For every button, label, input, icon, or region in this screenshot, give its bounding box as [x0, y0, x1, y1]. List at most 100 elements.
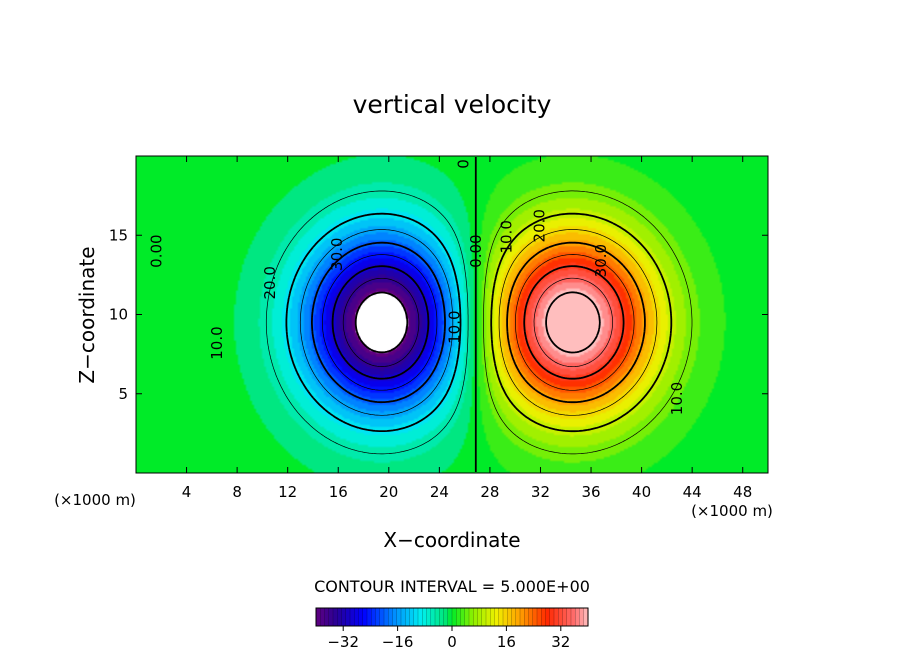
colorbar-swatch — [486, 608, 491, 626]
colorbar-swatch — [345, 608, 351, 626]
contour-line — [354, 291, 409, 354]
colorbar-tick-label: 0 — [447, 633, 457, 651]
colorbar-swatch — [341, 608, 347, 626]
colorbar-swatch — [460, 608, 466, 626]
colorbar-swatch — [337, 608, 343, 626]
colorbar-swatch — [562, 608, 568, 626]
colorbar-swatch — [371, 608, 377, 626]
colorbar-swatch — [554, 608, 559, 626]
colorbar-swatch — [575, 608, 581, 626]
x-tick-label: 4 — [182, 483, 192, 501]
contour-line — [515, 254, 635, 391]
colorbar-swatch — [524, 608, 530, 626]
contour-line — [265, 190, 469, 455]
colorbar-swatch — [549, 608, 555, 626]
colorbar-swatch — [507, 608, 513, 626]
contour-label: 20.0 — [530, 209, 548, 242]
contour-line — [483, 190, 693, 455]
x-axis-ticks: 4 8 12 16 20 24 28 32 36 40 44 48 — [182, 156, 752, 501]
colorbar-swatch — [494, 608, 500, 626]
colorbar-swatch — [439, 608, 445, 626]
colorbar-swatch — [384, 608, 389, 626]
contour-line — [311, 241, 446, 404]
colorbar-swatch — [520, 608, 525, 626]
contour-interval-text: CONTOUR INTERVAL = 5.000E+00 — [314, 577, 590, 596]
colorbar-tick-label: 16 — [497, 633, 516, 651]
colorbar-tick-label: 32 — [551, 633, 570, 651]
colorbar-swatch — [350, 608, 355, 626]
colorbar-swatch — [418, 608, 423, 626]
contour-label: 30.0 — [592, 244, 610, 277]
y-axis-ticks: 5 10 15 — [109, 226, 768, 403]
contour-label: 10.0 — [446, 310, 464, 343]
colorbar-swatch — [362, 608, 368, 626]
colorbar-swatch — [511, 608, 517, 626]
colorbar-swatch — [354, 608, 360, 626]
colorbar-swatch — [379, 608, 385, 626]
colorbar-swatch — [422, 608, 428, 626]
colorbar-tick-label: −16 — [382, 633, 414, 651]
colorbar-swatch — [456, 608, 462, 626]
colorbar-swatch — [426, 608, 432, 626]
colorbar — [315, 607, 589, 627]
contour-line — [299, 229, 454, 416]
contour-line — [545, 291, 601, 354]
y-tick-label: 10 — [109, 306, 128, 324]
contour-label: 10.0 — [668, 382, 686, 415]
contour-line — [498, 229, 658, 416]
contour-line — [331, 265, 430, 380]
colorbar-swatch — [328, 608, 334, 626]
colorbar-swatch — [473, 608, 479, 626]
colorbar-swatch — [409, 608, 415, 626]
x-tick-label: 16 — [329, 483, 348, 501]
colorbar-swatch — [375, 608, 381, 626]
colorbar-swatch — [367, 608, 372, 626]
contour-labels: 0.00 10.0 20.0 30.0 10.0 0 0.00 10.0 20.0 30.0 10.… — [147, 159, 686, 415]
colorbar-swatch — [358, 608, 364, 626]
contour-line — [506, 241, 646, 404]
contour-label: 0 — [454, 159, 472, 169]
contour-lines — [265, 157, 693, 472]
colorbar-swatch — [430, 608, 436, 626]
x-unit-left: (×1000 m) — [54, 491, 136, 509]
colorbar-swatch — [388, 608, 394, 626]
colorbar-swatch — [469, 608, 474, 626]
colorbar-swatch — [464, 608, 470, 626]
colorbar-swatch — [566, 608, 572, 626]
contour-label: 10.0 — [497, 220, 515, 253]
colorbar-swatch — [333, 608, 338, 626]
contour-label: 20.0 — [261, 266, 279, 299]
x-tick-label: 32 — [531, 483, 550, 501]
colorbar-swatch — [320, 608, 326, 626]
colorbar-swatch — [401, 608, 406, 626]
x-tick-label: 12 — [278, 483, 297, 501]
colorbar-swatch — [579, 608, 585, 626]
x-axis-label: X−coordinate — [383, 528, 520, 552]
colorbar-ticks: −32 −16 0 16 32 — [327, 626, 570, 651]
contour-line — [533, 277, 613, 368]
colorbar-swatch — [583, 608, 589, 626]
x-tick-label: 20 — [379, 483, 398, 501]
colorbar-swatch — [435, 608, 440, 626]
colorbar-swatch — [571, 608, 576, 626]
colorbar-swatch — [498, 608, 504, 626]
contour-line — [285, 212, 462, 432]
y-axis-label: Z−coordinate — [75, 246, 99, 383]
colorbar-swatch — [541, 608, 547, 626]
contour-line — [342, 277, 420, 367]
colorbar-swatch — [452, 608, 457, 626]
contour-line — [322, 254, 438, 391]
contour-line — [523, 265, 625, 380]
y-tick-label: 15 — [109, 226, 128, 244]
contour-line — [490, 212, 673, 433]
x-tick-label: 24 — [430, 483, 449, 501]
colorbar-swatch — [447, 608, 453, 626]
colorbar-swatch — [413, 608, 419, 626]
colorbar-swatch — [537, 608, 542, 626]
x-tick-label: 28 — [480, 483, 499, 501]
colorbar-swatch — [443, 608, 449, 626]
colorbar-swatch — [528, 608, 534, 626]
chart-title: vertical velocity — [353, 90, 552, 119]
colorbar-swatch — [316, 608, 321, 626]
